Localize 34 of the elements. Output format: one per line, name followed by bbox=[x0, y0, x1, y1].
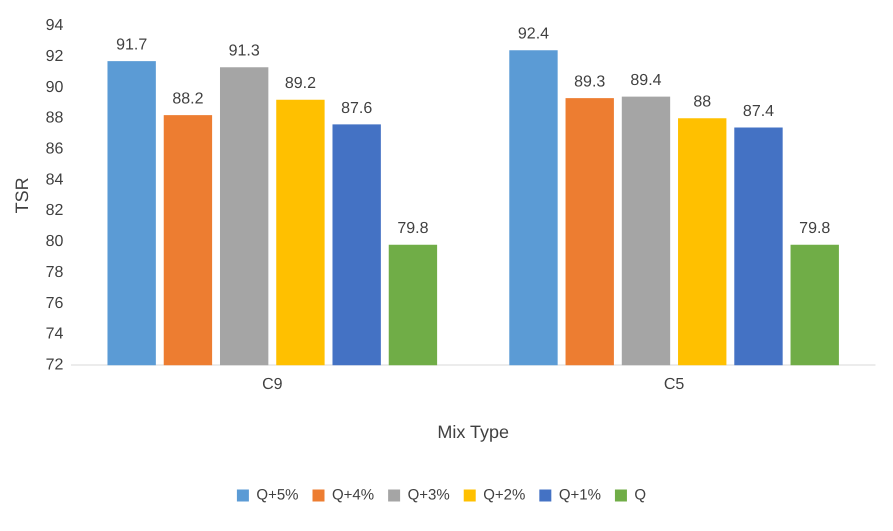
data-label: 92.4 bbox=[518, 26, 550, 43]
data-label: 89.2 bbox=[284, 75, 316, 92]
legend-label: Q+1% bbox=[558, 486, 601, 504]
y-tick-label: 80 bbox=[46, 233, 64, 250]
y-tick-label: 72 bbox=[46, 356, 64, 374]
data-label: 91.7 bbox=[116, 36, 148, 54]
y-tick-label: 92 bbox=[46, 48, 64, 65]
x-axis-title: Mix Type bbox=[437, 422, 510, 442]
x-tick-label: C5 bbox=[664, 376, 684, 394]
y-tick-label: 84 bbox=[46, 171, 64, 188]
data-label: 89.4 bbox=[630, 72, 662, 90]
legend-label: Q+4% bbox=[332, 486, 374, 504]
data-label: 89.3 bbox=[574, 74, 606, 91]
x-tick-label: C9 bbox=[262, 376, 283, 394]
y-tick-label: 78 bbox=[46, 264, 64, 281]
data-label: 79.8 bbox=[799, 220, 830, 238]
y-axis-title: TSR bbox=[12, 177, 32, 214]
y-tick-label: 74 bbox=[46, 326, 64, 343]
data-label: 87.4 bbox=[742, 102, 774, 120]
data-label: 88 bbox=[693, 94, 712, 111]
y-tick-label: 90 bbox=[46, 78, 64, 96]
legend-label: Q+3% bbox=[408, 486, 450, 504]
data-label: 88.2 bbox=[172, 90, 204, 108]
legend-label: Q bbox=[634, 486, 646, 504]
y-tick-label: 76 bbox=[46, 294, 64, 312]
data-label: 79.8 bbox=[397, 220, 429, 238]
y-tick-label: 86 bbox=[46, 140, 64, 158]
data-label: 91.3 bbox=[228, 42, 260, 60]
y-tick-label: 88 bbox=[46, 110, 64, 127]
legend-label: Q+5% bbox=[256, 486, 299, 504]
y-tick-label: 82 bbox=[46, 202, 64, 220]
y-tick-label: 94 bbox=[46, 17, 64, 34]
legend-label: Q+2% bbox=[483, 486, 526, 504]
data-label: 87.6 bbox=[341, 100, 372, 117]
